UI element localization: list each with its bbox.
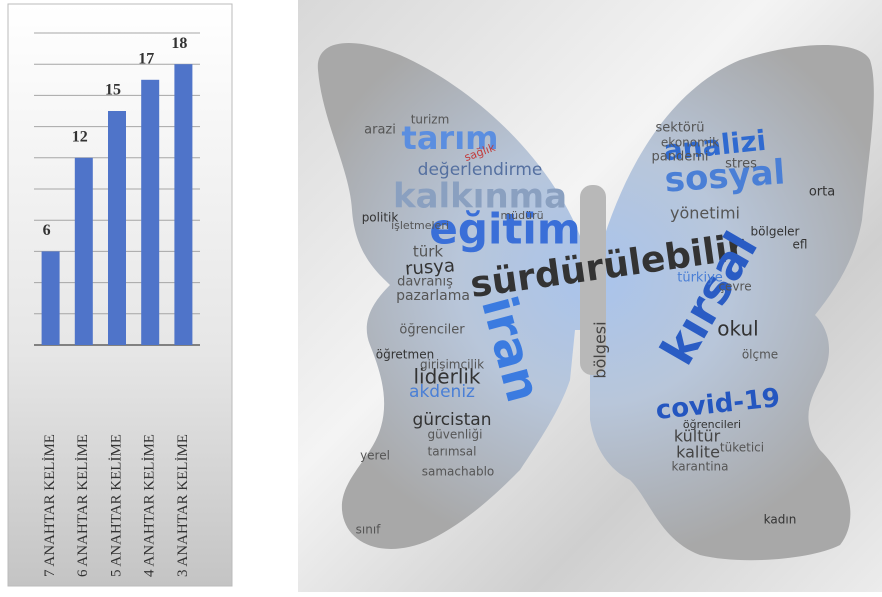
word: sınıf	[356, 523, 382, 537]
word: öğretmen	[376, 348, 434, 362]
word: gürcistan	[413, 410, 492, 430]
bar	[74, 157, 93, 345]
x-tick-label: 7 ANAHTAR KELİME	[42, 434, 58, 577]
word: çevre	[718, 280, 751, 294]
word: orta	[809, 185, 835, 200]
bar	[108, 111, 126, 345]
word: politik	[362, 211, 399, 225]
word: sosyal	[663, 152, 786, 200]
word: kalkınma	[393, 177, 567, 217]
word: davranış	[397, 275, 453, 290]
word: okul	[717, 317, 758, 341]
word: eğitim	[429, 205, 580, 254]
x-tick-label: 3 ANAHTAR KELİME	[175, 434, 191, 577]
word: girişimcilik	[420, 358, 484, 372]
butterfly-body	[580, 185, 606, 375]
word: yerel	[360, 449, 390, 463]
bar	[174, 64, 193, 345]
x-tick-label: 6 ANAHTAR KELİME	[75, 434, 91, 577]
word: arazi	[364, 123, 396, 138]
word: türkiye	[677, 271, 723, 286]
word: tarımsal	[428, 445, 477, 459]
word: liderlik	[413, 365, 480, 389]
word: öğrenciler	[399, 323, 465, 338]
word: karantina	[672, 460, 729, 474]
word: ölçme	[742, 348, 778, 362]
word: kalite	[676, 443, 720, 462]
word: samachablo	[422, 465, 495, 479]
word: pandemi	[652, 150, 709, 165]
x-tick-label: 4 ANAHTAR KELİME	[142, 434, 158, 577]
word: rusya	[404, 255, 455, 279]
word: sektörü	[656, 121, 705, 136]
word: türk	[413, 243, 444, 261]
word: değerlendirme	[418, 160, 543, 180]
word: kültür	[674, 427, 721, 446]
bar	[141, 79, 160, 346]
value-label: 12	[72, 128, 88, 145]
word: turizm	[411, 113, 450, 127]
word: yönetimi	[670, 204, 740, 223]
word: öğrencileri	[683, 418, 741, 431]
word: kadın	[764, 513, 797, 527]
word: efl	[793, 238, 808, 252]
value-label: 18	[171, 35, 187, 52]
word: tarım	[402, 119, 499, 157]
word: ekonomik	[661, 136, 719, 150]
bar	[41, 251, 60, 345]
word: pazarlama	[396, 288, 470, 304]
word: bölgesi	[591, 321, 610, 378]
word: akdeniz	[409, 382, 475, 402]
word: işletmeleri	[391, 219, 449, 232]
word: güvenliği	[428, 428, 483, 442]
word: tüketici	[720, 441, 764, 455]
word: bölgeler	[751, 225, 800, 239]
x-tick-label: 5 ANAHTAR KELİME	[108, 434, 124, 577]
word: stres	[725, 157, 757, 172]
value-label: 6	[43, 222, 51, 239]
word: müdürü	[500, 209, 543, 222]
value-label: 17	[138, 50, 154, 67]
value-label: 15	[105, 82, 121, 99]
